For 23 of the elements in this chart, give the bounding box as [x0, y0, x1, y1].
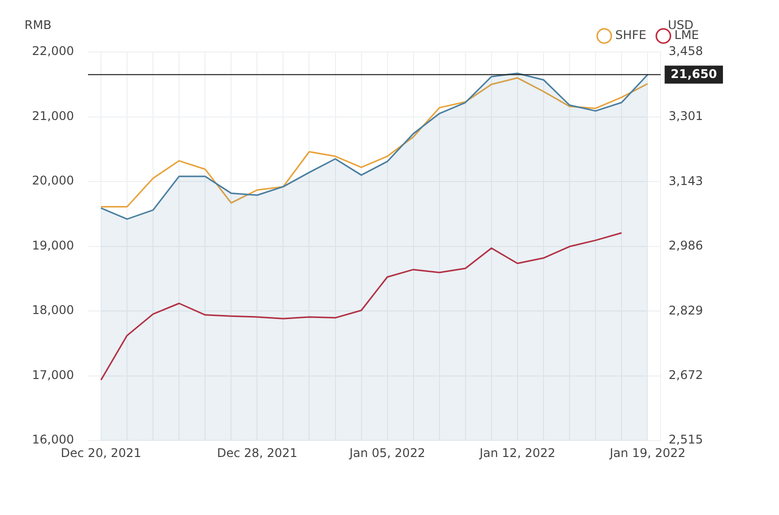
y-tick-label: 22,000 — [32, 44, 74, 58]
legend-label: LME — [674, 28, 700, 42]
y-tick-label: 18,000 — [32, 303, 74, 318]
y-tick-label: 17,000 — [32, 368, 74, 382]
x-tick-label: Dec 20, 2021 — [60, 446, 142, 460]
x-tick-label: Dec 28, 2021 — [216, 446, 298, 460]
y2-tick-label: 2,986 — [668, 238, 704, 253]
y2-tick-label: 2,672 — [668, 368, 704, 382]
y-tick-label: 20,000 — [32, 174, 74, 188]
y-tick-label: 16,000 — [32, 432, 74, 447]
y2-tick-label: 3,143 — [668, 174, 704, 188]
legend-label: SHFE — [615, 28, 646, 42]
y-tick-label: 19,000 — [32, 238, 74, 252]
y-tick-label: 21,000 — [32, 108, 74, 123]
x-tick-label: Jan 05, 2022 — [348, 446, 426, 460]
y2-tick-label: 2,829 — [668, 303, 704, 318]
y2-tick-label: 3,301 — [668, 108, 704, 123]
y2-tick-label: 3,458 — [668, 44, 704, 58]
ref-line-label: 21,650 — [670, 66, 717, 81]
x-tick-label: Jan 12, 2022 — [478, 446, 556, 460]
y2-tick-label: 2,515 — [668, 432, 704, 447]
x-tick-label: Jan 19, 2022 — [608, 446, 686, 460]
y-axis-title: RMB — [24, 18, 52, 32]
